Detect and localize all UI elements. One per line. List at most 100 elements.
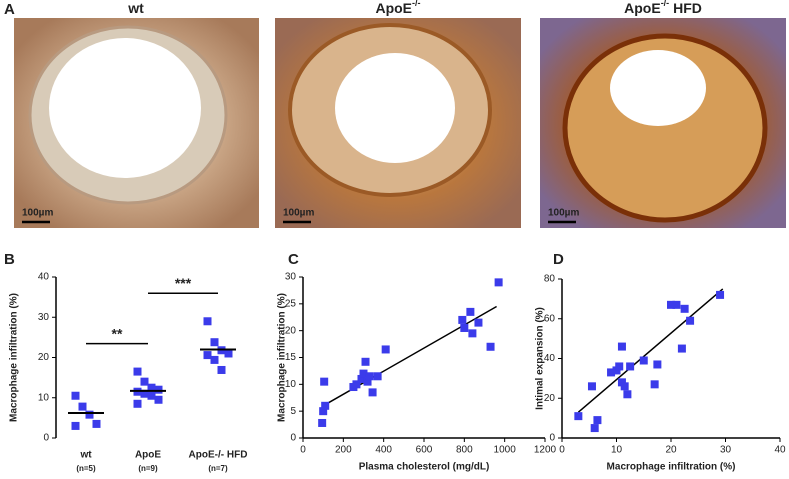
- data-point: [667, 300, 675, 309]
- data-point: [620, 382, 629, 391]
- y-axis-label: Intimal expansion (%): [535, 307, 546, 410]
- x-tick-label: 800: [456, 445, 473, 456]
- y-tick-label: 80: [544, 274, 556, 285]
- y-tick-label: 10: [38, 392, 50, 403]
- data-point: [368, 388, 377, 397]
- image-title: ApoE-/- HFD: [624, 0, 702, 16]
- x-tick-label: wt: [79, 450, 92, 461]
- x-tick-label: 20: [665, 445, 677, 456]
- vessel-lumen: [610, 50, 706, 126]
- x-tick-label: 40: [774, 445, 786, 456]
- data-point: [716, 290, 725, 299]
- vessel-lumen: [49, 38, 201, 178]
- data-point: [203, 351, 212, 360]
- y-tick-label: 20: [544, 393, 556, 404]
- data-point: [650, 380, 659, 389]
- data-point: [85, 410, 94, 419]
- x-axis-label: Plasma cholesterol (mg/dL): [359, 462, 490, 473]
- x-tick-label: 0: [300, 445, 306, 456]
- data-point: [224, 349, 233, 358]
- y-axis-label: Macrophage infiltration (%): [277, 293, 288, 422]
- y-tick-label: 20: [285, 325, 297, 336]
- data-point: [615, 362, 624, 371]
- x-tick-label: 0: [559, 445, 565, 456]
- panel-labels: A B C D: [4, 1, 564, 268]
- x-tick-label: 600: [416, 445, 433, 456]
- y-tick-label: 10: [285, 379, 297, 390]
- histology-images: 100µm 100µm 100µm: [14, 18, 786, 228]
- data-point: [590, 424, 599, 433]
- y-tick-label: 5: [290, 406, 296, 417]
- panel-label: A: [4, 1, 15, 18]
- n-label: (n=5): [76, 464, 96, 473]
- image-title: ApoE-/-: [375, 0, 420, 16]
- y-tick-label: 0: [43, 433, 49, 444]
- title-text: ApoE: [624, 0, 661, 16]
- y-tick-label: 40: [38, 272, 50, 283]
- data-point: [140, 389, 149, 398]
- data-point: [494, 278, 503, 287]
- data-point: [680, 304, 689, 313]
- data-point: [147, 383, 156, 392]
- data-point: [319, 407, 328, 416]
- image-title: wt: [127, 0, 144, 16]
- x-axis-label: Macrophage infiltration (%): [607, 462, 736, 473]
- n-label: (n=7): [208, 464, 228, 473]
- y-axis-label: Macrophage infiltration (%): [9, 293, 20, 422]
- data-point: [133, 399, 142, 408]
- trend-line: [577, 288, 724, 413]
- data-point: [203, 317, 212, 326]
- data-point: [617, 342, 626, 351]
- data-point: [210, 355, 219, 364]
- x-tick-label: 1200: [534, 445, 557, 456]
- x-tick-label: ApoE: [135, 450, 161, 461]
- data-point: [587, 382, 596, 391]
- panel-label: B: [4, 251, 15, 268]
- data-point: [460, 323, 469, 332]
- data-point: [607, 368, 616, 377]
- y-tick-label: 20: [38, 352, 50, 363]
- title-text: wt: [127, 0, 144, 16]
- significance-label: **: [112, 325, 123, 341]
- data-point: [361, 357, 370, 366]
- n-label: (n=9): [138, 464, 158, 473]
- y-tick-label: 0: [549, 433, 555, 444]
- data-point: [677, 344, 686, 353]
- data-point: [357, 374, 366, 383]
- data-point: [318, 418, 327, 427]
- x-tick-label: 1000: [494, 445, 517, 456]
- scale-bar-label: 100µm: [548, 208, 579, 219]
- x-tick-label: 10: [611, 445, 623, 456]
- data-point: [140, 377, 149, 386]
- data-point: [71, 421, 80, 430]
- data-point: [363, 377, 372, 386]
- data-point: [466, 307, 475, 316]
- x-tick-label: ApoE-/- HFD: [189, 450, 248, 461]
- y-tick-label: 30: [285, 272, 297, 283]
- y-tick-label: 25: [285, 298, 297, 309]
- data-point: [672, 300, 681, 309]
- data-point: [381, 345, 390, 354]
- y-tick-label: 0: [290, 433, 296, 444]
- data-point: [210, 338, 219, 347]
- x-tick-label: 400: [375, 445, 392, 456]
- vessel-lumen: [335, 53, 455, 163]
- data-point: [92, 419, 101, 428]
- trend-line: [322, 305, 497, 407]
- data-point: [639, 356, 648, 365]
- scale-bar-label: 100µm: [283, 208, 314, 219]
- data-point: [365, 372, 374, 381]
- data-point: [154, 385, 163, 394]
- x-tick-label: 200: [335, 445, 352, 456]
- y-tick-label: 15: [285, 352, 297, 363]
- data-point: [154, 395, 163, 404]
- data-point: [359, 369, 368, 378]
- data-point: [321, 401, 330, 410]
- title-superscript: -/-: [412, 0, 421, 8]
- image-titles: wt ApoE-/- ApoE-/- HFD: [127, 0, 702, 16]
- data-point: [320, 377, 329, 386]
- data-point: [217, 365, 226, 374]
- data-point: [623, 390, 632, 399]
- data-point: [474, 318, 483, 327]
